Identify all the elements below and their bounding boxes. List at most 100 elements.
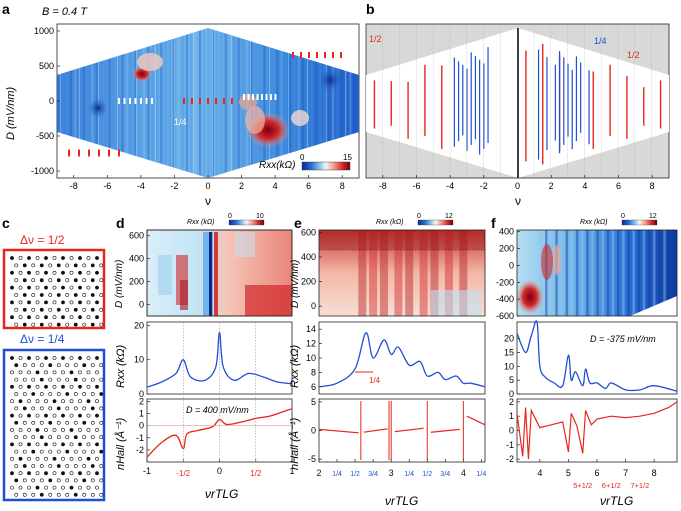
lattice-site	[73, 322, 78, 327]
lattice-site	[86, 428, 91, 432]
lattice-site	[61, 442, 65, 447]
panel-a-marker	[215, 98, 217, 104]
panel-f-label: f	[491, 215, 496, 231]
lattice-site	[99, 293, 104, 297]
panel-e-xtick-label: 3/4	[440, 471, 450, 478]
panel-a-streak	[69, 28, 72, 178]
panel-d-mid-ytick-label: 20	[134, 320, 144, 330]
lattice-site	[86, 456, 91, 461]
lattice-site	[69, 456, 74, 461]
panel-d-bot-ytick-label: 0	[139, 421, 144, 431]
lattice-site	[44, 300, 48, 305]
lattice-site	[69, 356, 74, 360]
panel-a-streak	[108, 28, 111, 178]
panel-b-xtick-label: 6	[616, 181, 621, 191]
lattice-site	[44, 256, 48, 260]
lattice-site	[52, 413, 57, 418]
lattice-site	[78, 370, 82, 375]
panel-a-xtick-label: -2	[170, 181, 178, 191]
panel-a: a B = 0.4 T 1/4 -8 -6 -4 -2 0 2 4 6 8 -1000 -500 0 5…	[2, 1, 360, 208]
lattice-site	[18, 285, 23, 290]
panel-f-mid-ytick-label: 15	[504, 347, 514, 357]
lattice-site	[31, 293, 36, 297]
panel-f-streak	[570, 230, 574, 316]
panel-e-xtick-label: 1/2	[422, 471, 432, 478]
panel-d-colorbar-label: Rxx (kΩ)	[187, 219, 215, 226]
panel-d-bot-ytick-label: 1	[139, 409, 144, 419]
panel-a-marker	[270, 94, 272, 100]
lattice-site	[31, 263, 36, 268]
lattice-site	[14, 322, 19, 327]
panel-a-marker	[151, 98, 153, 104]
panel-d-colorbar-max: 10	[256, 213, 264, 220]
panel-f-heatmap	[517, 230, 677, 316]
panel-d-xlabel: νrTLG	[205, 487, 238, 501]
panel-e-blue-region	[430, 290, 481, 316]
lattice-site	[18, 471, 23, 476]
lattice-site	[39, 420, 44, 425]
panel-f-streak	[642, 230, 646, 316]
lattice-site	[44, 413, 48, 418]
lattice-site	[52, 442, 57, 447]
lattice-site	[78, 442, 82, 447]
lattice-site	[10, 356, 14, 360]
lattice-site	[31, 420, 36, 425]
lattice-site	[35, 256, 40, 260]
panel-b-xtick-label: -8	[379, 181, 387, 191]
lattice-site	[48, 263, 53, 268]
lattice-site	[14, 363, 19, 368]
lattice-site	[10, 300, 14, 305]
panel-e-ylabel-bot: nHall (Å⁻¹)	[288, 417, 301, 470]
lattice-site	[78, 285, 82, 290]
lattice-site	[27, 356, 31, 360]
lattice-site	[27, 456, 31, 461]
panel-a-streak	[323, 28, 326, 178]
lattice-site	[10, 428, 14, 432]
lattice-site	[35, 370, 40, 375]
lattice-site	[78, 300, 82, 305]
panel-a-streak	[289, 28, 292, 178]
lattice-site	[82, 263, 87, 268]
panel-a-marker	[129, 98, 131, 104]
panel-e-quarter: 1/4	[369, 376, 381, 385]
panel-f-streak	[637, 230, 641, 316]
panel-a-streak	[263, 28, 266, 178]
panel-f-xtick-label: 4	[537, 468, 542, 478]
lattice-site	[44, 399, 48, 404]
panel-e-hall-segment	[318, 428, 359, 434]
lattice-site	[10, 384, 14, 389]
panel-e-top-ytick-label: 0	[311, 301, 316, 311]
lattice-site	[48, 307, 53, 312]
lattice-site	[99, 263, 104, 268]
panel-a-streak	[220, 28, 223, 178]
panel-e-mid-ytick-label: 8	[311, 367, 316, 377]
panel-f-mid-series-Rxx	[516, 320, 678, 392]
lattice-site	[18, 370, 23, 375]
lattice-site	[56, 420, 61, 425]
lattice-site	[10, 270, 14, 275]
panel-a-gridline	[117, 28, 118, 178]
panel-f-top-ytick-label: 200	[499, 244, 514, 254]
lattice-site	[95, 456, 99, 461]
panel-a-streak	[203, 28, 206, 178]
panel-f-bot-ytick-label: -1	[506, 440, 514, 450]
lattice-site	[10, 413, 14, 418]
lattice-site	[10, 456, 14, 461]
lattice-site	[86, 471, 91, 476]
lattice-site	[95, 471, 99, 476]
lattice-site	[99, 420, 104, 425]
lattice-site	[82, 293, 87, 297]
panel-a-ylabel: D (mV/nm)	[5, 87, 17, 141]
lattice-site	[95, 285, 99, 290]
lattice-site	[35, 300, 40, 305]
panel-e-xtick-label: 3/4	[368, 471, 378, 478]
lattice-site	[65, 278, 70, 283]
lattice-site	[82, 449, 87, 454]
panel-f-mid-ytick-label: 20	[504, 334, 514, 344]
lattice-site	[69, 485, 74, 490]
panel-e-mid-ytick-label: 10	[306, 353, 316, 363]
panel-a-streak	[61, 28, 64, 178]
panel-e-ylabel-top: D (mV/nm)	[290, 260, 301, 308]
panel-a-marker	[261, 94, 263, 100]
